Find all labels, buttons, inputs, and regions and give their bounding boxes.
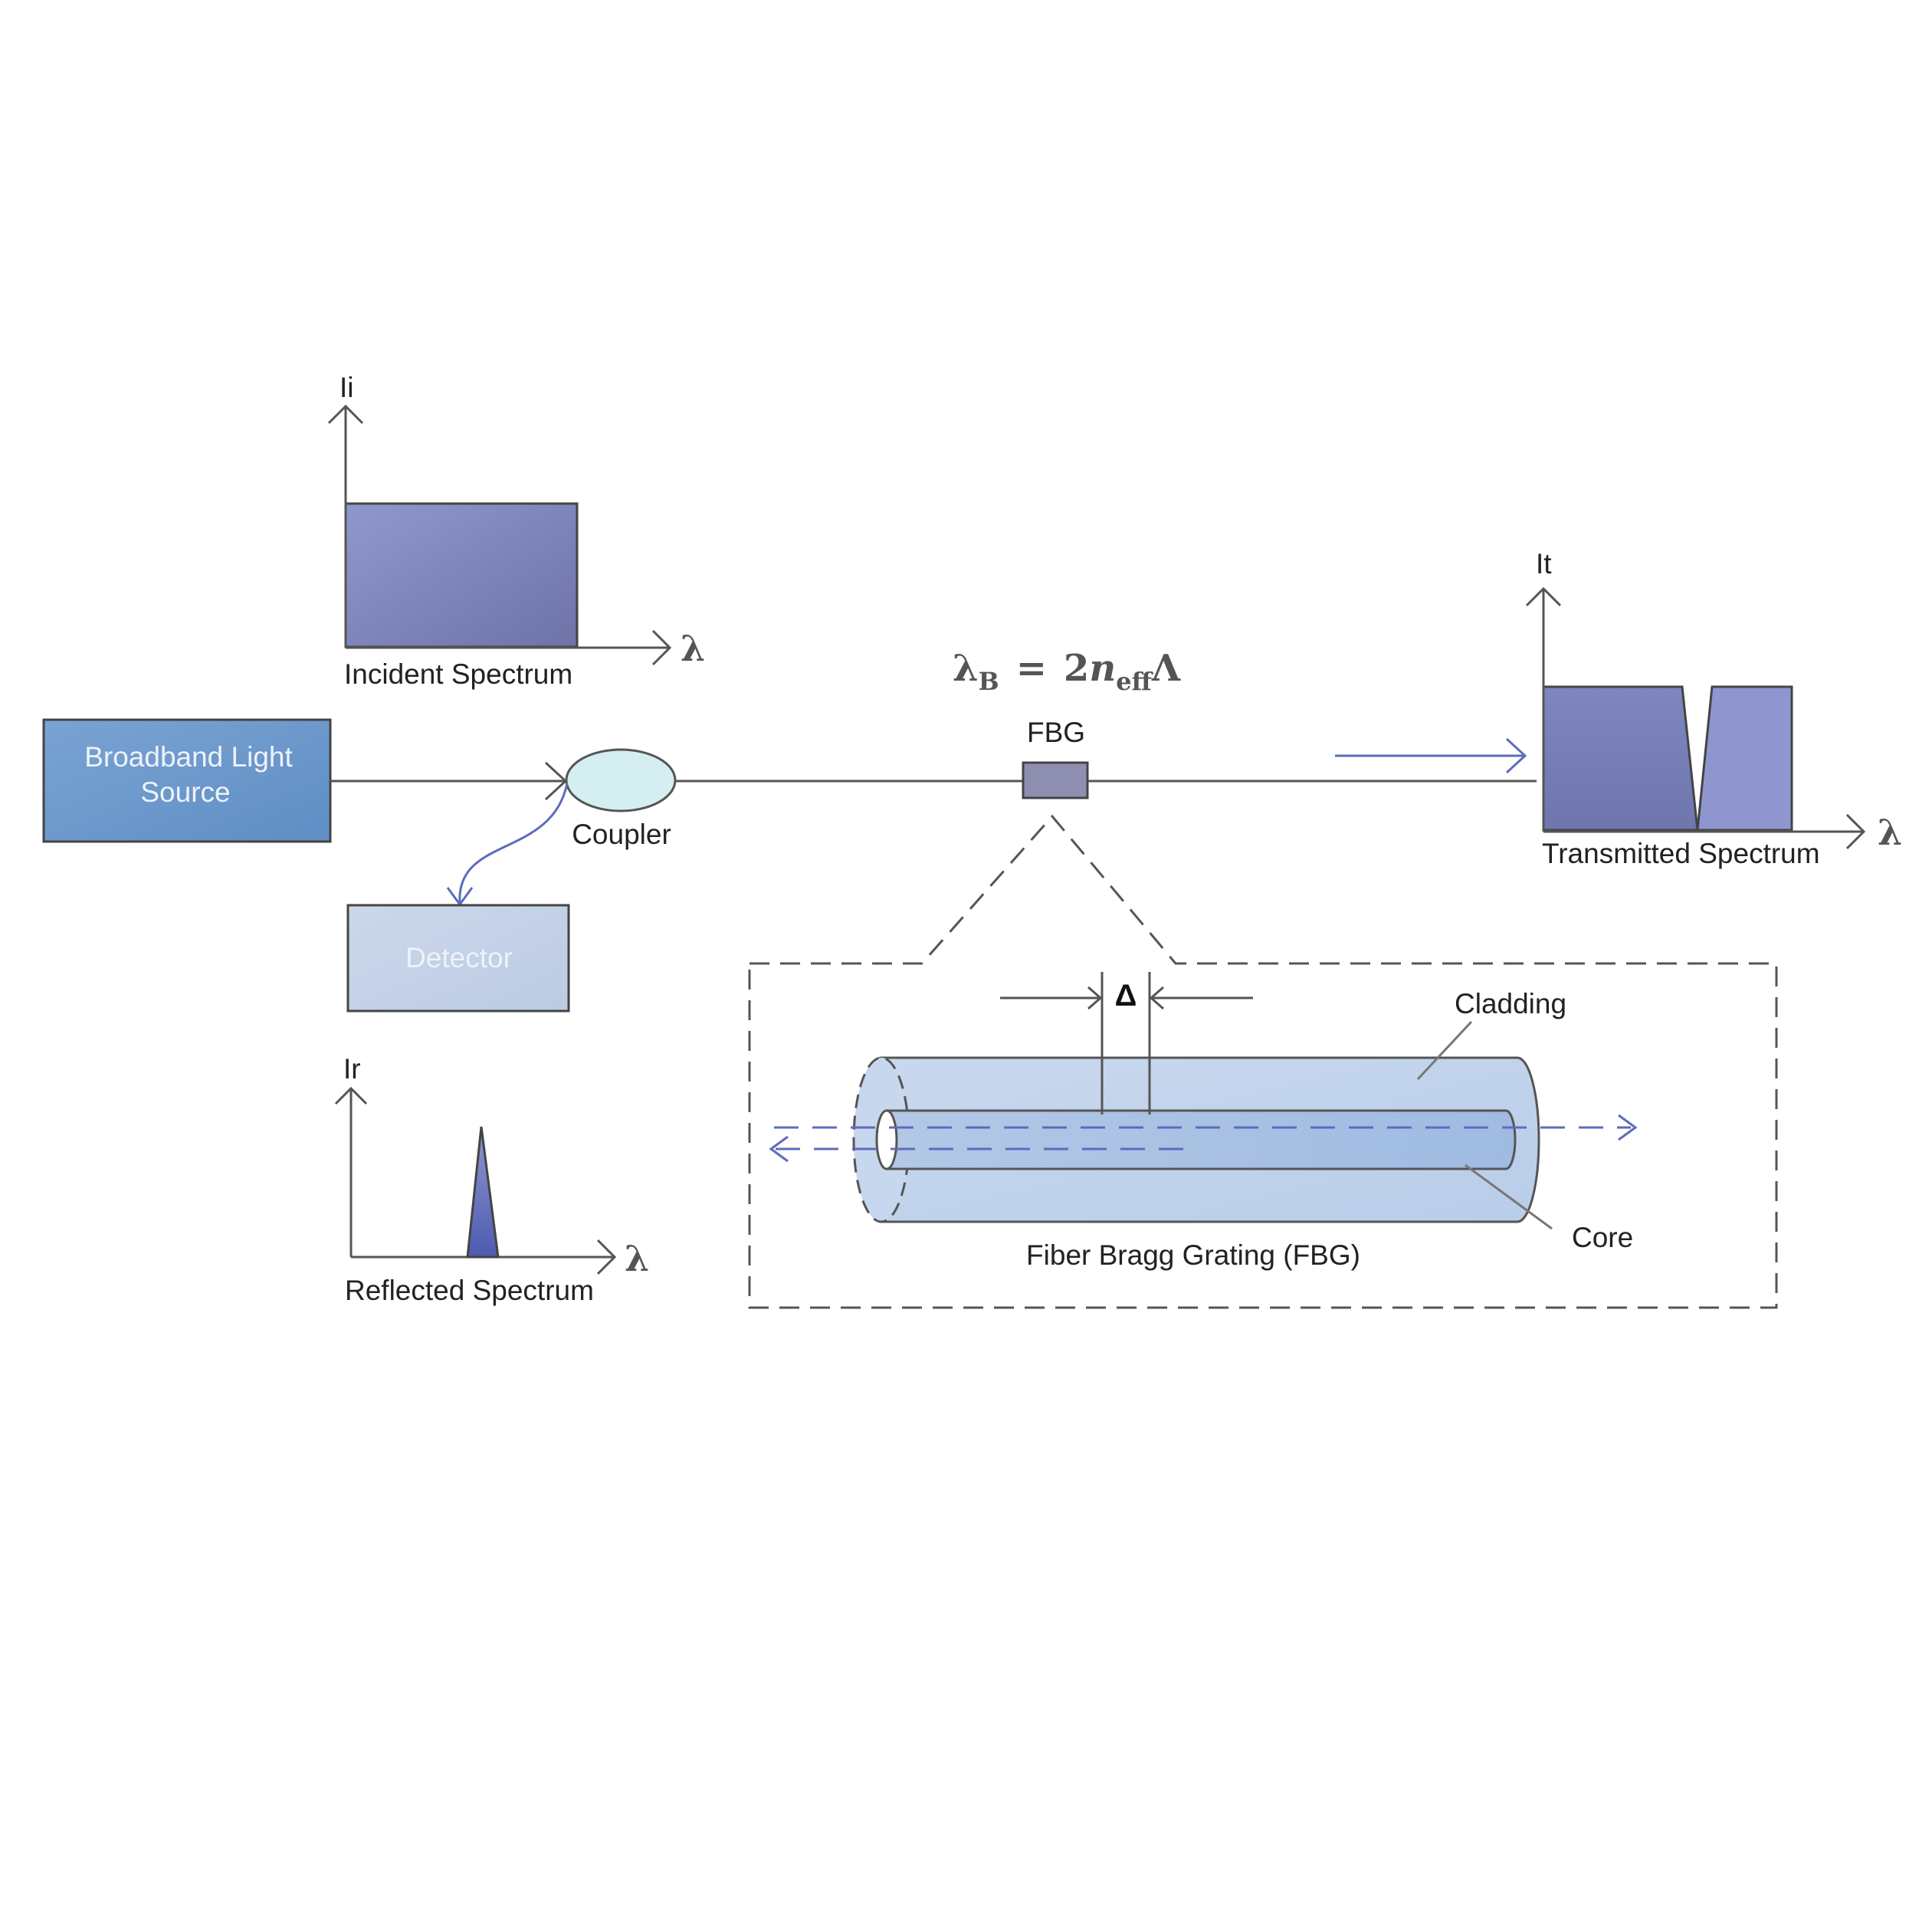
transmitted-band-left bbox=[1542, 685, 1699, 832]
core-tube bbox=[885, 1109, 1517, 1170]
fbg-element: FBG bbox=[1022, 717, 1089, 799]
transmission-arrowhead bbox=[1505, 737, 1527, 774]
fbg-inset: Δ Cladding Core Fiber Bragg Grating (FBG… bbox=[769, 972, 1638, 1271]
reflected-x-arrowhead bbox=[596, 1239, 617, 1275]
period-delta-label: Δ bbox=[1115, 979, 1137, 1013]
source-label-line1: Broadband Light bbox=[84, 741, 293, 773]
transmitted-x-label: λ bbox=[1878, 812, 1902, 853]
reflected-spectrum-plot: Ir λ Reflected Spectrum bbox=[334, 1053, 649, 1306]
zoom-callout-outline bbox=[748, 814, 1778, 1309]
incident-spectrum-band bbox=[344, 502, 579, 648]
transmitted-y-label: It bbox=[1536, 548, 1552, 579]
period-arrowhead-left bbox=[1087, 986, 1103, 1010]
transmitted-y-arrowhead bbox=[1525, 586, 1562, 607]
incident-y-label: Ii bbox=[339, 372, 354, 403]
reflected-x-label: λ bbox=[625, 1238, 649, 1279]
transmitted-x-arrowhead bbox=[1845, 813, 1866, 850]
fbg-block bbox=[1022, 761, 1089, 799]
detector: Detector bbox=[346, 904, 570, 1013]
incident-caption: Incident Spectrum bbox=[344, 658, 572, 690]
cladding-label: Cladding bbox=[1455, 988, 1566, 1019]
coupler-to-detector-arrow bbox=[458, 783, 569, 904]
transmitted-caption: Transmitted Spectrum bbox=[1542, 838, 1820, 869]
incident-spectrum-plot: Ii λ Incident Spectrum bbox=[327, 372, 705, 690]
detector-label: Detector bbox=[405, 942, 513, 973]
source-label-line2: Source bbox=[140, 776, 230, 808]
reflected-peak bbox=[466, 1126, 500, 1259]
fbg-label: FBG bbox=[1027, 717, 1085, 748]
coupler-label: Coupler bbox=[572, 819, 671, 850]
core-leader bbox=[1465, 1164, 1553, 1230]
period-arrowhead-right bbox=[1149, 986, 1164, 1010]
coupler: Coupler bbox=[565, 748, 677, 850]
core-front-face bbox=[875, 1109, 898, 1170]
core-label: Core bbox=[1572, 1222, 1633, 1253]
forward-light-arrowhead bbox=[1618, 1114, 1638, 1141]
detector-box bbox=[346, 904, 570, 1013]
incident-y-arrowhead bbox=[327, 404, 364, 425]
reflected-y-arrowhead bbox=[334, 1086, 368, 1105]
transmitted-band-right bbox=[1696, 685, 1793, 832]
coupler-ellipse bbox=[565, 748, 677, 812]
transmitted-spectrum-plot: It λ Transmitted Spectrum bbox=[1525, 548, 1902, 869]
broadband-light-source: Broadband Light Source bbox=[42, 718, 332, 843]
inset-caption: Fiber Bragg Grating (FBG) bbox=[1026, 1239, 1360, 1271]
cladding-leader bbox=[1416, 1020, 1473, 1081]
reflected-caption: Reflected Spectrum bbox=[345, 1275, 594, 1306]
reflected-light-arrowhead bbox=[769, 1135, 789, 1163]
incident-x-label: λ bbox=[681, 628, 705, 669]
reflected-y-label: Ir bbox=[343, 1053, 361, 1085]
source-box bbox=[42, 718, 332, 843]
incident-x-arrowhead bbox=[651, 629, 672, 666]
bragg-equation: λB = 2neffΛ bbox=[953, 647, 1181, 696]
